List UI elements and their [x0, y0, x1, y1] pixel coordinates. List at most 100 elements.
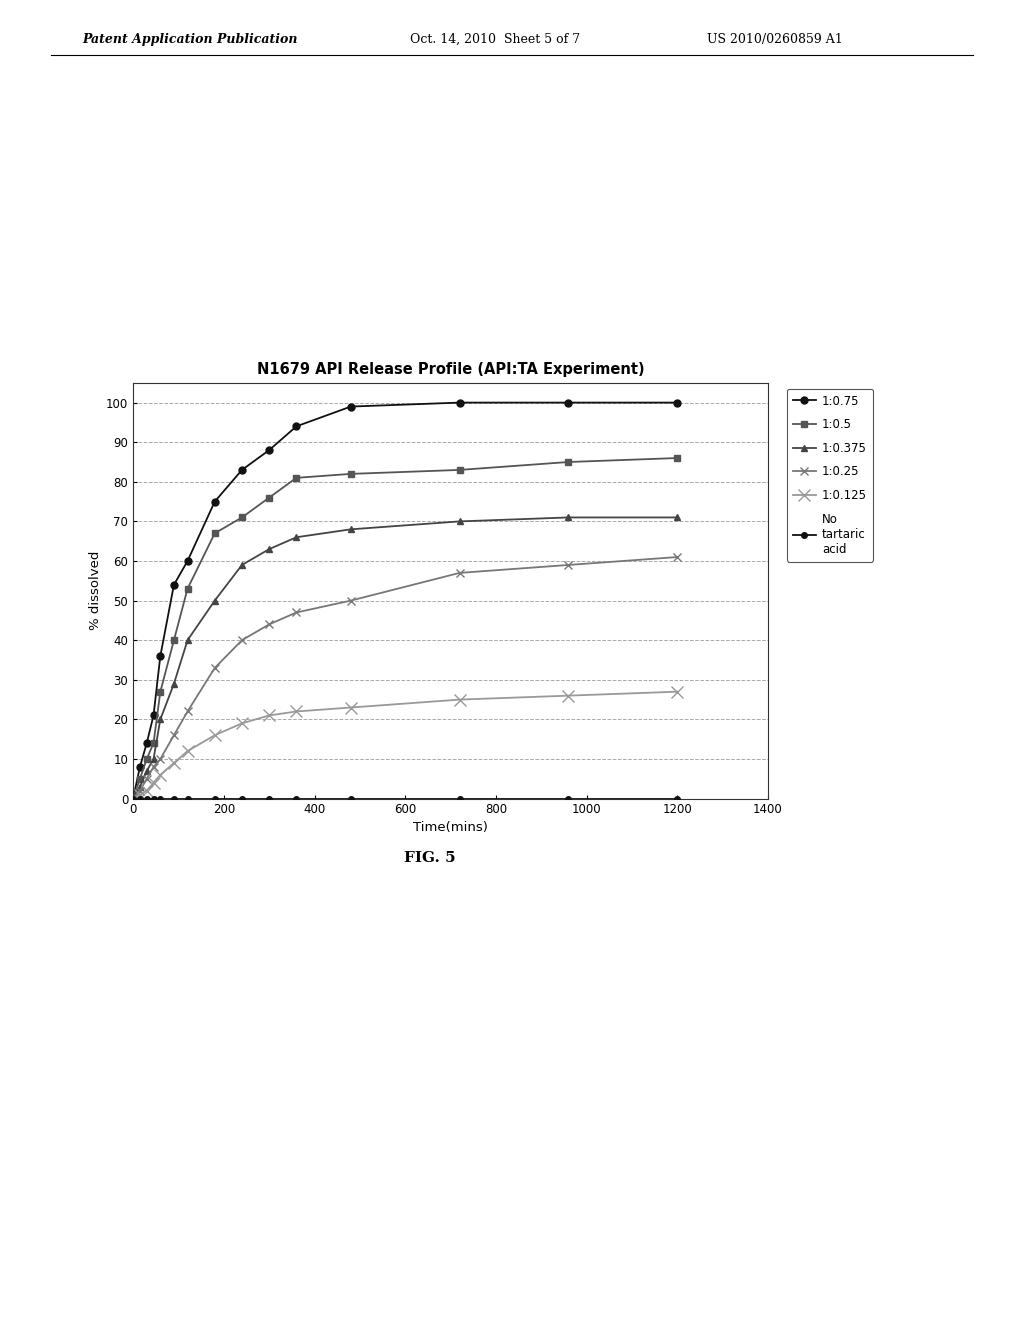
1:0.75	[236, 462, 248, 478]
Line: 1:0.375: 1:0.375	[130, 513, 681, 803]
1:0.25	[454, 565, 466, 581]
1:0.25	[671, 549, 683, 565]
1:0.375	[181, 632, 194, 648]
1:0.5	[290, 470, 302, 486]
1:0.125	[562, 688, 574, 704]
1:0.75	[209, 494, 221, 510]
Text: Oct. 14, 2010  Sheet 5 of 7: Oct. 14, 2010 Sheet 5 of 7	[410, 33, 580, 46]
1:0.5	[140, 751, 153, 767]
1:0.75	[147, 708, 160, 723]
1:0.25	[168, 727, 180, 743]
Text: Patent Application Publication: Patent Application Publication	[82, 33, 297, 46]
1:0.375	[671, 510, 683, 525]
1:0.125	[155, 767, 167, 783]
1:0.5	[147, 735, 160, 751]
No
tartaric
acid	[263, 791, 275, 807]
1:0.125	[236, 715, 248, 731]
Line: 1:0.125: 1:0.125	[128, 686, 683, 804]
1:0.25	[181, 704, 194, 719]
1:0.75	[181, 553, 194, 569]
1:0.5	[671, 450, 683, 466]
1:0.75	[140, 735, 153, 751]
Y-axis label: % dissolved: % dissolved	[89, 550, 101, 631]
1:0.125	[168, 755, 180, 771]
Line: 1:0.75: 1:0.75	[130, 399, 681, 803]
1:0.75	[155, 648, 167, 664]
X-axis label: Time(mins): Time(mins)	[413, 821, 488, 834]
No
tartaric
acid	[562, 791, 574, 807]
No
tartaric
acid	[147, 791, 160, 807]
1:0.5	[209, 525, 221, 541]
1:0.5	[263, 490, 275, 506]
1:0.75	[454, 395, 466, 411]
1:0.75	[127, 791, 139, 807]
1:0.25	[290, 605, 302, 620]
Text: FIG. 5: FIG. 5	[404, 851, 456, 866]
No
tartaric
acid	[155, 791, 167, 807]
1:0.375	[454, 513, 466, 529]
No
tartaric
acid	[168, 791, 180, 807]
Text: US 2010/0260859 A1: US 2010/0260859 A1	[707, 33, 843, 46]
1:0.125	[147, 775, 160, 791]
1:0.125	[345, 700, 357, 715]
1:0.5	[181, 581, 194, 597]
1:0.125	[127, 791, 139, 807]
1:0.25	[263, 616, 275, 632]
1:0.25	[134, 783, 146, 799]
1:0.75	[134, 759, 146, 775]
1:0.375	[209, 593, 221, 609]
1:0.75	[671, 395, 683, 411]
1:0.5	[562, 454, 574, 470]
1:0.75	[168, 577, 180, 593]
1:0.25	[147, 759, 160, 775]
1:0.5	[345, 466, 357, 482]
1:0.25	[140, 771, 153, 787]
1:0.75	[263, 442, 275, 458]
1:0.75	[345, 399, 357, 414]
1:0.25	[127, 791, 139, 807]
1:0.25	[209, 660, 221, 676]
1:0.375	[562, 510, 574, 525]
1:0.125	[134, 787, 146, 803]
1:0.5	[168, 632, 180, 648]
No
tartaric
acid	[454, 791, 466, 807]
1:0.375	[290, 529, 302, 545]
1:0.125	[671, 684, 683, 700]
No
tartaric
acid	[236, 791, 248, 807]
1:0.125	[209, 727, 221, 743]
1:0.125	[181, 743, 194, 759]
1:0.25	[562, 557, 574, 573]
No
tartaric
acid	[345, 791, 357, 807]
1:0.375	[147, 751, 160, 767]
1:0.375	[345, 521, 357, 537]
No
tartaric
acid	[290, 791, 302, 807]
Legend: 1:0.75, 1:0.5, 1:0.375, 1:0.25, 1:0.125, No
tartaric
acid: 1:0.75, 1:0.5, 1:0.375, 1:0.25, 1:0.125,…	[786, 388, 872, 561]
1:0.125	[454, 692, 466, 708]
No
tartaric
acid	[140, 791, 153, 807]
No
tartaric
acid	[127, 791, 139, 807]
1:0.125	[140, 783, 153, 799]
1:0.25	[155, 751, 167, 767]
Line: No
tartaric
acid: No tartaric acid	[130, 796, 680, 801]
1:0.375	[236, 557, 248, 573]
1:0.25	[236, 632, 248, 648]
1:0.375	[140, 763, 153, 779]
1:0.5	[127, 791, 139, 807]
1:0.5	[155, 684, 167, 700]
1:0.5	[134, 771, 146, 787]
No
tartaric
acid	[134, 791, 146, 807]
1:0.75	[562, 395, 574, 411]
1:0.5	[236, 510, 248, 525]
1:0.375	[127, 791, 139, 807]
No
tartaric
acid	[671, 791, 683, 807]
1:0.375	[134, 779, 146, 795]
No
tartaric
acid	[181, 791, 194, 807]
1:0.75	[290, 418, 302, 434]
No
tartaric
acid	[209, 791, 221, 807]
1:0.375	[263, 541, 275, 557]
1:0.375	[168, 676, 180, 692]
1:0.5	[454, 462, 466, 478]
1:0.125	[290, 704, 302, 719]
Line: 1:0.25: 1:0.25	[129, 553, 681, 803]
Title: N1679 API Release Profile (API:TA Experiment): N1679 API Release Profile (API:TA Experi…	[257, 363, 644, 378]
